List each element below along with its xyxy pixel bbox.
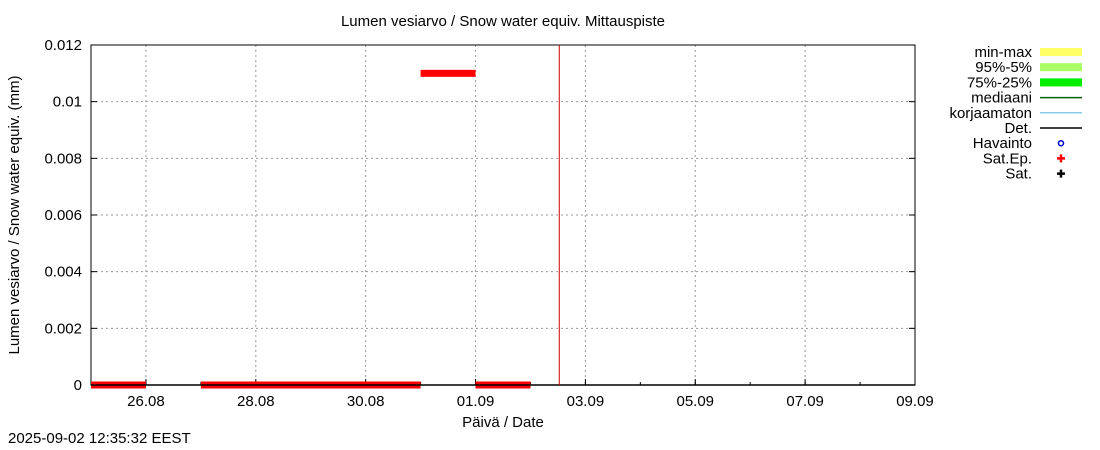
grid — [91, 45, 916, 385]
legend-swatch — [1040, 78, 1082, 87]
legend-label: Sat. — [1005, 166, 1032, 183]
x-tick-label: 09.09 — [896, 393, 934, 410]
y-tick-label: 0.008 — [44, 150, 82, 167]
legend-swatch — [1040, 48, 1082, 56]
x-tick-label: 05.09 — [676, 393, 714, 410]
y-tick-label: 0.002 — [44, 320, 82, 337]
legend-label: Det. — [1004, 120, 1032, 137]
legend-marker — [1057, 154, 1065, 163]
timestamp: 2025-09-02 12:35:32 EEST — [8, 430, 191, 447]
chart-title: Lumen vesiarvo / Snow water equiv. Mitta… — [341, 13, 665, 30]
legend-label: min-max — [974, 44, 1032, 61]
legend-label: 75%-25% — [967, 74, 1032, 91]
y-tick-label: 0.012 — [44, 37, 82, 54]
x-tick-label: 30.08 — [347, 393, 385, 410]
x-axis: 26.08 28.08 30.08 01.09 03.09 05.09 07.09 09.09 — [90, 379, 934, 410]
x-tick-label: 07.09 — [786, 393, 824, 410]
y-tick-label: 0.01 — [53, 94, 82, 111]
legend-marker — [1057, 139, 1065, 147]
legend-label: mediaani — [971, 90, 1032, 107]
legend-label: 95%-5% — [975, 59, 1032, 76]
x-tick-label: 01.09 — [457, 393, 495, 410]
x-tick-label: 26.08 — [127, 393, 165, 410]
y-tick-label: 0.004 — [44, 264, 82, 281]
x-tick-label: 28.08 — [237, 393, 275, 410]
legend-label: Havainto — [973, 135, 1032, 152]
series-layer — [91, 45, 915, 389]
y-axis: 0 0.002 0.004 0.006 0.008 0.01 0.012 — [44, 37, 915, 394]
x-tick-label: 03.09 — [567, 393, 605, 410]
y-axis-label: Lumen vesiarvo / Snow water equiv. (mm) — [6, 76, 23, 355]
legend-label: Sat.Ep. — [983, 150, 1032, 167]
x-axis-label: Päivä / Date — [462, 414, 544, 431]
y-tick-label: 0.006 — [44, 207, 82, 224]
legend-swatch — [1040, 63, 1082, 72]
legend-label: korjaamaton — [949, 105, 1032, 122]
y-tick-label: 0 — [74, 377, 82, 394]
legend: min-max95%-5%75%-25%mediaanikorjaamatonD… — [949, 44, 1082, 183]
sat-ep-segment — [420, 69, 476, 77]
legend-marker — [1057, 169, 1065, 178]
